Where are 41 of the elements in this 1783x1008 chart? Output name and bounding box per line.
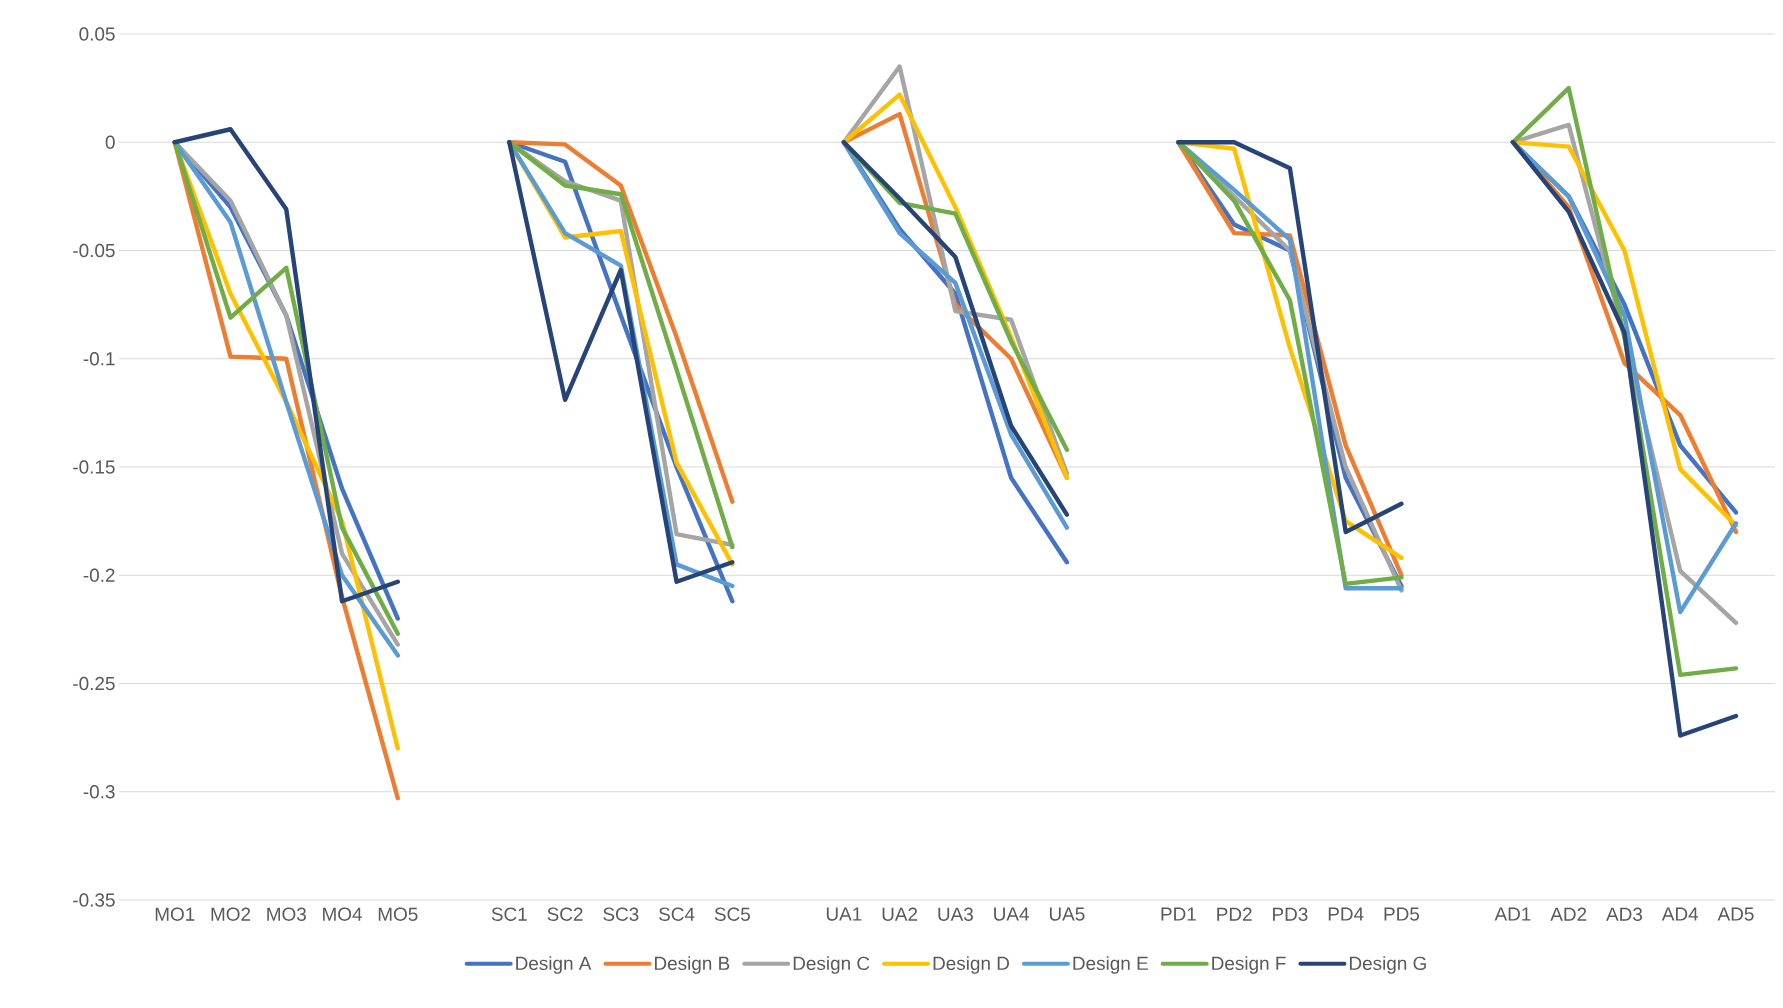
x-tick-label: UA2 — [882, 907, 918, 921]
y-tick-label: -0.3 — [83, 785, 115, 799]
x-tick-label: AD2 — [1550, 907, 1587, 921]
x-tick-label: UA1 — [826, 907, 862, 921]
x-tick-label: AD3 — [1606, 907, 1643, 921]
y-tick-label: -0.2 — [83, 568, 115, 582]
legend-label: Design F — [1212, 956, 1286, 974]
legend-label: Design D — [933, 956, 1009, 974]
y-tick-label: -0.15 — [73, 460, 115, 474]
y-tick-label: 0 — [105, 135, 115, 149]
x-tick-label: MO1 — [155, 907, 195, 921]
x-tick-label: PD3 — [1273, 907, 1308, 921]
x-tick-label: PD2 — [1217, 907, 1252, 921]
x-tick-label: MO4 — [323, 907, 362, 921]
legend-label: Design E — [1073, 956, 1148, 974]
x-tick-label: SC4 — [659, 907, 695, 921]
y-tick-label: 0.05 — [79, 27, 115, 41]
x-tick-label: MO5 — [378, 907, 418, 921]
x-tick-label: SC1 — [491, 907, 527, 921]
x-tick-label: SC2 — [547, 907, 583, 921]
y-tick-label: -0.25 — [73, 676, 115, 691]
x-tick-label: AD1 — [1494, 907, 1531, 921]
x-tick-label: PD1 — [1161, 907, 1196, 921]
x-tick-label: SC5 — [714, 907, 750, 921]
x-tick-label: MO3 — [267, 907, 306, 921]
x-tick-label: PD5 — [1384, 907, 1420, 921]
x-tick-label: AD4 — [1661, 907, 1699, 921]
y-tick-label: -0.05 — [73, 243, 115, 258]
x-tick-label: UA4 — [994, 907, 1029, 921]
x-tick-label: PD4 — [1328, 907, 1364, 921]
y-tick-label: -0.1 — [83, 352, 115, 366]
legend-label: Design B — [655, 956, 730, 974]
x-tick-label: UA3 — [938, 907, 973, 921]
legend-label: Design G — [1349, 956, 1426, 974]
legend-label: Design A — [516, 956, 592, 974]
y-tick-label: -0.35 — [73, 893, 115, 907]
legend-label: Design C — [793, 956, 870, 974]
x-tick-label: UA5 — [1049, 907, 1085, 921]
x-tick-label: MO2 — [211, 907, 251, 921]
x-tick-label: AD5 — [1717, 907, 1754, 921]
x-tick-label: SC3 — [603, 907, 639, 921]
